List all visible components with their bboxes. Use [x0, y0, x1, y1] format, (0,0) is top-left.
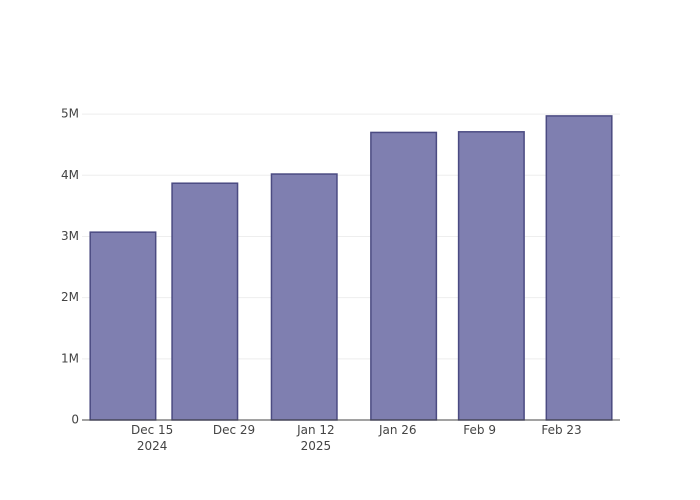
bar: [171, 182, 239, 421]
x-tick-label: Dec 29: [213, 423, 255, 437]
x-tick-label-line: Dec 15: [131, 423, 173, 437]
x-tick-label-line: 2025: [301, 439, 332, 453]
x-tick-label: Jan 26: [378, 423, 417, 437]
x-tick-label-line: Jan 26: [378, 423, 417, 437]
x-tick-label: Feb 23: [541, 423, 581, 437]
x-tick-label: Jan 12 2025: [296, 423, 335, 453]
y-tick-label: 1M: [61, 351, 79, 365]
x-tick-label: Dec 15 2024: [131, 423, 173, 453]
x-tick-label-line: Jan 12: [296, 423, 335, 437]
y-tick-label: 2M: [61, 290, 79, 304]
y-tick-label: 5M: [61, 107, 79, 121]
bar: [457, 131, 525, 421]
bar: [545, 115, 613, 421]
bar: [89, 231, 157, 421]
bar: [370, 131, 438, 421]
x-tick-label-line: 2024: [137, 439, 168, 453]
y-tick-label: 3M: [61, 229, 79, 243]
x-tick-label-line: Feb 9: [463, 423, 496, 437]
x-tick-label: Feb 9: [463, 423, 496, 437]
x-tick-label-line: Dec 29: [213, 423, 255, 437]
x-tick-label-line: Feb 23: [541, 423, 581, 437]
bar: [270, 173, 338, 421]
y-tick-label: 0: [71, 413, 79, 427]
y-tick-label: 4M: [61, 168, 79, 182]
